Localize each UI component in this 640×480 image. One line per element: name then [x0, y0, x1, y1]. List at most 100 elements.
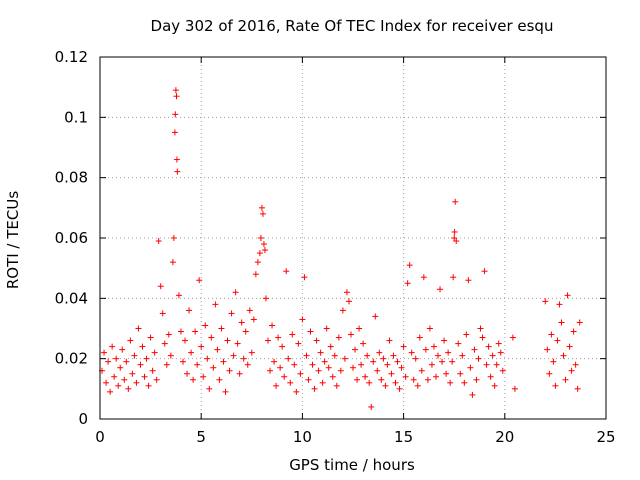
data-point — [321, 358, 328, 365]
data-point — [293, 388, 300, 395]
data-point — [418, 367, 425, 374]
data-point — [368, 403, 375, 410]
data-point — [542, 298, 549, 305]
data-point — [398, 364, 405, 371]
data-point — [214, 346, 221, 353]
data-point — [451, 228, 458, 235]
data-point — [151, 349, 158, 356]
data-point — [445, 349, 452, 356]
data-point — [548, 331, 555, 338]
data-point — [279, 343, 286, 350]
data-point — [133, 379, 140, 386]
data-point — [447, 379, 454, 386]
data-point — [412, 355, 419, 362]
data-point — [172, 111, 179, 118]
data-point — [552, 382, 559, 389]
data-point — [509, 334, 516, 341]
data-point — [167, 352, 174, 359]
data-point — [246, 307, 253, 314]
data-point — [364, 352, 371, 359]
data-point — [135, 325, 142, 332]
data-point — [163, 361, 170, 368]
data-point — [117, 364, 124, 371]
data-point — [560, 352, 567, 359]
data-point — [252, 271, 259, 278]
data-point — [452, 198, 459, 205]
data-point — [232, 289, 239, 296]
data-point — [188, 349, 195, 356]
data-point — [224, 337, 231, 344]
data-point — [376, 349, 383, 356]
data-point — [262, 295, 269, 302]
data-point — [358, 361, 365, 368]
data-point — [145, 382, 152, 389]
data-point — [378, 376, 385, 383]
chart-title: Day 302 of 2016, Rate Of TEC Index for r… — [151, 17, 554, 35]
data-point — [155, 238, 162, 245]
y-tick-label: 0.1 — [64, 108, 88, 126]
data-point — [101, 349, 108, 356]
data-point — [487, 373, 494, 380]
y-tick-label: 0.04 — [55, 289, 88, 307]
data-point — [174, 168, 181, 175]
data-point — [335, 334, 342, 341]
data-point — [382, 382, 389, 389]
data-point — [372, 313, 379, 320]
data-point — [333, 382, 340, 389]
data-point — [347, 331, 354, 338]
data-point — [250, 316, 257, 323]
data-point — [271, 358, 278, 365]
data-point — [550, 358, 557, 365]
data-point — [139, 343, 146, 350]
data-point — [562, 376, 569, 383]
data-point — [443, 370, 450, 377]
data-point — [362, 373, 369, 380]
data-point — [171, 129, 178, 136]
data-point — [483, 361, 490, 368]
data-point — [408, 349, 415, 356]
data-point — [169, 259, 176, 266]
data-point — [283, 268, 290, 275]
data-point — [177, 328, 184, 335]
data-point — [194, 361, 201, 368]
data-point — [426, 325, 433, 332]
data-point — [451, 235, 458, 241]
data-point — [129, 370, 136, 377]
data-point — [489, 352, 496, 359]
data-point — [131, 352, 138, 359]
data-point — [570, 328, 577, 335]
data-point — [109, 343, 116, 350]
data-point — [240, 355, 247, 362]
data-point — [453, 238, 460, 245]
data-point — [206, 385, 213, 392]
data-point — [234, 340, 241, 347]
data-point — [275, 334, 282, 341]
data-point — [230, 352, 237, 359]
data-point — [285, 355, 292, 362]
data-point — [198, 343, 205, 350]
data-point — [576, 319, 583, 326]
data-point — [414, 382, 421, 389]
data-point — [238, 319, 245, 326]
data-point — [400, 343, 407, 350]
data-point — [416, 334, 423, 341]
data-point — [244, 361, 251, 368]
data-point — [153, 376, 160, 383]
data-point — [337, 367, 344, 374]
data-point — [439, 358, 446, 365]
data-point — [222, 388, 229, 395]
data-point — [390, 352, 397, 359]
data-point — [499, 367, 506, 374]
data-point — [107, 388, 114, 395]
data-point — [170, 235, 177, 241]
y-tick-label: 0.06 — [55, 229, 88, 247]
data-point — [315, 367, 322, 374]
data-point — [273, 382, 280, 389]
data-point — [258, 204, 265, 211]
data-point — [441, 337, 448, 344]
data-point — [396, 385, 403, 392]
data-point — [159, 310, 166, 317]
data-point — [352, 346, 359, 353]
x-tick-label: 25 — [596, 428, 615, 446]
data-point — [125, 385, 132, 392]
